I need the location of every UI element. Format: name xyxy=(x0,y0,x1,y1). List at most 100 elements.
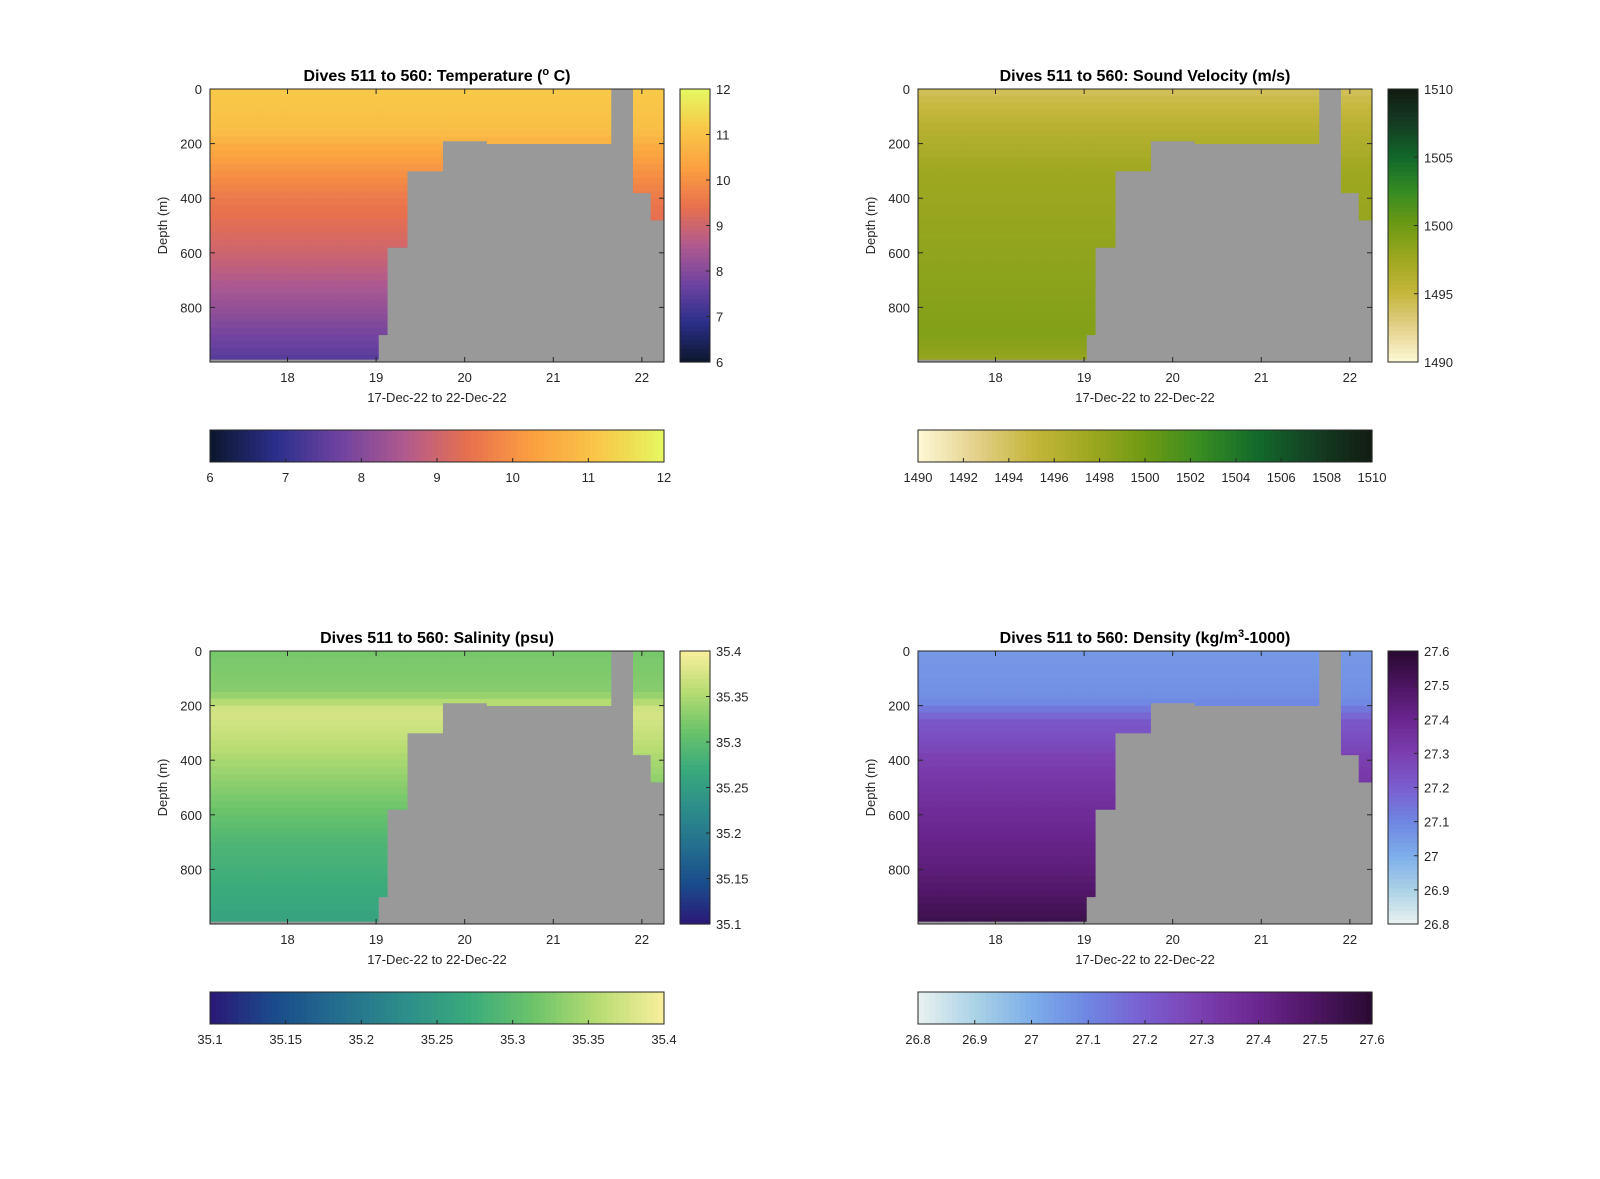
colorbar-segment xyxy=(607,992,614,1024)
colorbar-segment xyxy=(522,430,529,462)
data-cell xyxy=(229,732,257,741)
data-cell xyxy=(229,664,257,672)
data-cell xyxy=(210,889,231,898)
data-cell xyxy=(309,842,337,850)
data-cell xyxy=(937,164,965,172)
data-cell xyxy=(964,671,992,679)
colorbar-segment xyxy=(652,430,659,462)
colorbar-segment xyxy=(680,289,710,295)
data-cell xyxy=(387,746,408,754)
data-cell xyxy=(1358,184,1373,192)
colorbar-segment xyxy=(465,992,472,1024)
data-cell xyxy=(1017,273,1045,281)
data-cell xyxy=(387,211,408,220)
data-cell xyxy=(1086,245,1096,254)
data-cell xyxy=(387,705,408,713)
data-cell xyxy=(283,869,311,877)
colorbar-segment xyxy=(1207,430,1214,462)
colorbar-segment xyxy=(266,992,274,1024)
data-cell xyxy=(378,664,388,672)
data-cell xyxy=(991,143,1019,151)
colorbar-segment xyxy=(1139,430,1146,462)
data-cell xyxy=(336,136,364,144)
data-cell xyxy=(1017,664,1045,672)
data-cell xyxy=(229,109,257,117)
colorbar-segment xyxy=(646,992,654,1024)
colorbar-segment xyxy=(1388,887,1418,893)
data-cell xyxy=(486,95,532,104)
data-cell xyxy=(937,232,965,240)
data-cell xyxy=(1086,685,1096,693)
data-cell xyxy=(378,293,388,301)
data-cell xyxy=(1086,835,1096,843)
data-cell xyxy=(336,719,364,727)
data-cell xyxy=(378,164,388,172)
data-cell xyxy=(1086,753,1096,761)
data-cell xyxy=(309,903,337,911)
colorbar-tick-label: 27 xyxy=(1424,849,1438,864)
y-tick-label: 200 xyxy=(180,699,202,714)
y-tick-label: 800 xyxy=(180,300,202,315)
data-cell xyxy=(256,753,284,761)
data-cell xyxy=(256,835,284,843)
data-cell xyxy=(650,719,665,727)
dive-profile xyxy=(1017,89,1045,360)
data-cell xyxy=(336,862,364,870)
colorbar-segment xyxy=(680,751,710,757)
data-cell xyxy=(1095,116,1116,124)
data-cell xyxy=(309,314,337,322)
data-cell xyxy=(362,89,379,97)
colorbar-segment xyxy=(1388,769,1418,775)
data-cell xyxy=(1070,773,1087,782)
colorbar-segment xyxy=(266,430,274,462)
data-cell xyxy=(1358,773,1373,782)
data-cell xyxy=(210,712,231,720)
data-cell xyxy=(362,218,379,226)
colorbar-segment xyxy=(1388,89,1418,95)
data-cell xyxy=(387,732,408,741)
colorbar-segment xyxy=(680,248,710,254)
data-cell xyxy=(1340,164,1360,172)
colorbar-tick-label: 27.3 xyxy=(1189,1032,1214,1047)
data-cell xyxy=(283,314,311,322)
colorbar-segment xyxy=(680,878,710,884)
colorbar-segment xyxy=(1388,728,1418,734)
data-cell xyxy=(1115,116,1151,124)
data-cell xyxy=(1070,862,1087,870)
data-cell xyxy=(1086,109,1096,117)
data-cell xyxy=(964,767,992,775)
data-cell xyxy=(1044,170,1072,179)
data-cell xyxy=(918,211,939,220)
data-cell xyxy=(918,910,939,918)
data-cell xyxy=(1044,95,1072,104)
data-cell xyxy=(387,664,408,672)
colorbar-segment xyxy=(680,782,710,789)
y-tick-label: 800 xyxy=(180,862,202,877)
y-axis-label: Depth (m) xyxy=(863,759,878,817)
dive-profile xyxy=(1044,89,1072,360)
data-cell xyxy=(531,691,576,700)
data-cell xyxy=(362,245,379,254)
data-cell xyxy=(1095,726,1116,734)
data-cell xyxy=(650,89,665,97)
data-cell xyxy=(283,286,311,295)
colorbar-segment xyxy=(1184,430,1191,462)
colorbar-segment xyxy=(1173,992,1180,1024)
data-cell xyxy=(1095,719,1116,727)
y-tick-label: 400 xyxy=(888,753,910,768)
colorbar-segment xyxy=(414,992,421,1024)
data-cell xyxy=(1358,691,1373,700)
data-cell xyxy=(1086,780,1096,788)
data-cell xyxy=(918,801,939,809)
colorbar-segment xyxy=(680,737,710,743)
data-cell xyxy=(1070,848,1087,857)
colorbar-segment xyxy=(680,851,710,857)
data-cell xyxy=(378,218,388,226)
colorbar-segment xyxy=(510,992,518,1024)
data-cell xyxy=(309,719,337,727)
colorbar-segment xyxy=(1388,198,1418,204)
data-cell xyxy=(387,767,408,775)
data-cell xyxy=(336,232,364,240)
data-cell xyxy=(1044,321,1072,329)
data-cell xyxy=(336,102,364,110)
